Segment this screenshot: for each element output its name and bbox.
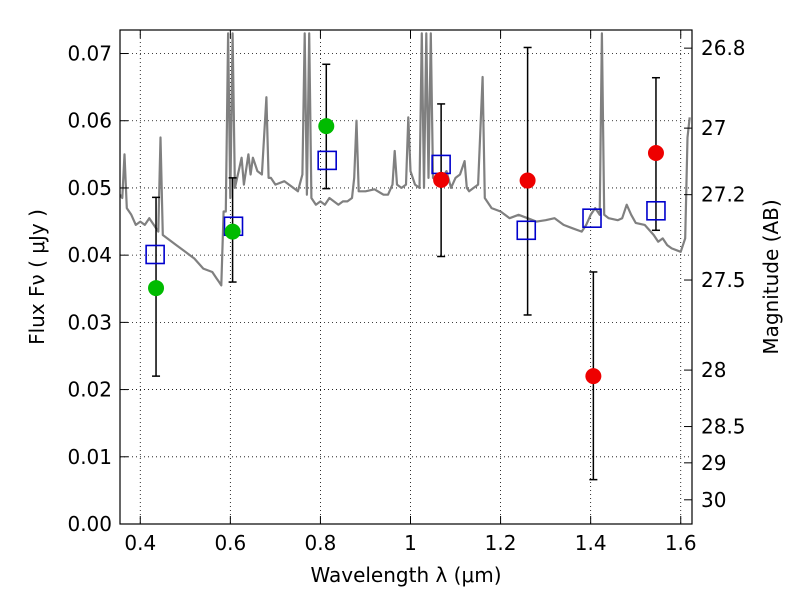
x-tick-label: 0.4 (124, 531, 156, 555)
y-tick-label: 0.04 (67, 243, 112, 267)
right-tick-label: 27.2 (701, 183, 746, 207)
y-tick-label: 0.01 (67, 445, 112, 469)
green-point (224, 223, 241, 240)
right-tick-label: 30 (701, 488, 726, 512)
model-photometry-squares (145, 150, 666, 265)
x-axis-label: Wavelength λ (μm) (310, 563, 501, 587)
model-photometry-square (516, 220, 537, 241)
red-point (519, 172, 536, 189)
observed-points (148, 118, 664, 385)
right-tick-label: 29 (701, 451, 726, 475)
right-tick-label: 28 (701, 358, 726, 382)
x-tick-label: 1.2 (485, 531, 517, 555)
plot-frame (119, 29, 693, 525)
x-tick-label: 1.4 (575, 531, 607, 555)
y-tick-label: 0.00 (67, 512, 112, 536)
model-spectrum (120, 32, 691, 287)
model-photometry-square (317, 150, 337, 171)
y-axis-label: Flux Fν ( μJy ) (25, 209, 49, 345)
y-axis-right-label: Magnitude (AB) (759, 199, 783, 354)
red-point (585, 368, 602, 385)
green-point (318, 118, 335, 135)
x-tick-label: 0.6 (214, 531, 246, 555)
right-tick-label: 27.5 (701, 268, 746, 292)
right-tick-label: 27 (701, 116, 726, 140)
y-tick-label: 0.07 (67, 42, 112, 66)
y-tick-label: 0.06 (67, 109, 112, 133)
model-photometry-square (646, 200, 666, 221)
y-tick-label: 0.03 (67, 310, 112, 334)
x-tick-label: 0.8 (305, 531, 337, 555)
red-point (433, 171, 450, 188)
plot-background (120, 30, 692, 524)
y-tick-label: 0.05 (67, 176, 112, 200)
y-axis-left: 0.00 0.01 0.02 0.03 0.04 0.05 0.06 0.07 (67, 42, 128, 536)
y-axis-right: 26.8 27 27.2 27.5 28 28.5 29 30 (684, 36, 746, 512)
x-tick-label: 1 (404, 531, 417, 555)
right-tick-label: 28.5 (701, 415, 746, 439)
model-photometry-square (145, 244, 165, 265)
x-axis: 0.4 0.6 0.8 1 1.2 1.4 1.6 (124, 30, 697, 555)
y-tick-label: 0.02 (67, 378, 112, 402)
right-tick-label: 26.8 (701, 36, 746, 60)
red-point (647, 144, 664, 161)
model-photometry-square (582, 208, 602, 228)
x-tick-label: 1.6 (665, 531, 697, 555)
model-spectrum-line (120, 32, 691, 287)
green-point (148, 280, 165, 297)
